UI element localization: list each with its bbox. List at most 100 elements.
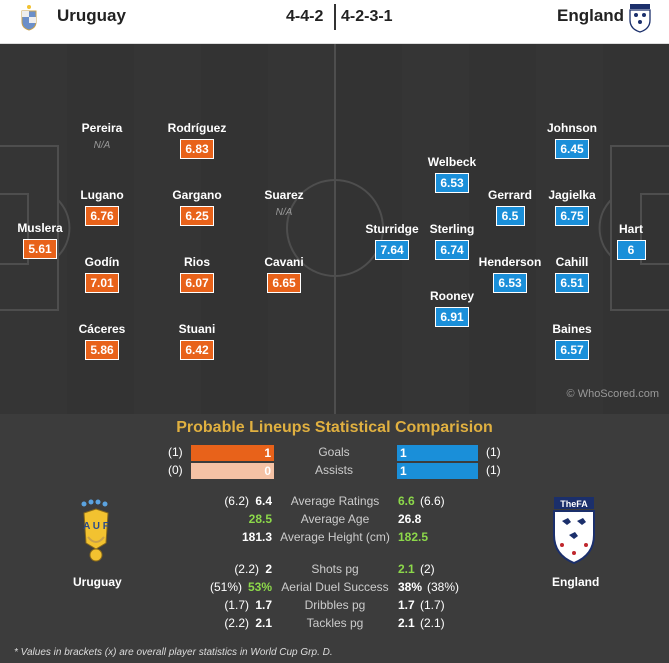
away-stat-paren: (2.1)	[420, 616, 445, 630]
player-godin[interactable]: Godín 7.01	[72, 255, 132, 293]
player-sturridge[interactable]: Sturridge 7.64	[357, 222, 427, 260]
england-badge-icon: TheFA	[553, 497, 595, 565]
player-welbeck[interactable]: Welbeck 6.53	[417, 155, 487, 193]
uruguay-crest-icon	[21, 5, 37, 31]
stats-panel: Probable Lineups Statistical Comparision…	[0, 414, 669, 663]
player-rating: 5.61	[23, 239, 57, 259]
home-stat-value: 28.5	[248, 512, 272, 526]
player-rating: 6.07	[180, 273, 214, 293]
player-johnson[interactable]: Johnson 6.45	[537, 121, 607, 159]
home-formation: 4-4-2	[286, 8, 324, 25]
player-rating: 6.51	[555, 273, 589, 293]
formation-divider	[334, 4, 336, 30]
player-rating: 6.57	[555, 340, 589, 360]
player-gargano[interactable]: Gargano 6.25	[162, 188, 232, 226]
away-goals-paren: (1)	[486, 445, 501, 459]
player-sterling[interactable]: Sterling 6.74	[417, 222, 487, 260]
match-header: Uruguay 4-4-2 4-2-3-1 England	[0, 0, 669, 44]
player-henderson[interactable]: Henderson 6.53	[475, 255, 545, 293]
player-rating: 5.86	[85, 340, 119, 360]
home-stat-paren: (51%)	[209, 580, 242, 594]
away-assists-paren: (1)	[486, 463, 501, 477]
footnote: * Values in brackets (x) are overall pla…	[14, 647, 333, 658]
stat-row: (51%) 53% Aerial Duel Success 38% (38%)	[0, 580, 669, 598]
player-caceres[interactable]: Cáceres 5.86	[72, 322, 132, 360]
svg-text:TheFA: TheFA	[560, 499, 588, 509]
player-rating: 7.01	[85, 273, 119, 293]
player-suarez[interactable]: Suarez N/A	[254, 188, 314, 218]
player-rodriguez[interactable]: Rodríguez 6.83	[162, 121, 232, 159]
away-stat-value: 6.6	[398, 494, 415, 508]
player-rating: 6.45	[555, 139, 589, 159]
home-stat-value: 53%	[247, 580, 272, 594]
home-stat-value: 6.4	[255, 494, 272, 508]
player-rating-na: N/A	[275, 207, 293, 218]
assists-label: Assists	[314, 463, 353, 477]
player-rating: 6.5	[495, 206, 525, 226]
away-stat-value: 26.8	[398, 512, 422, 526]
player-hart[interactable]: Hart 6	[609, 222, 653, 260]
away-stat-paren: (6.6)	[420, 494, 445, 508]
home-stat-value: 2.1	[255, 616, 272, 630]
player-rating: 6.65	[267, 273, 301, 293]
stat-row: (6.2) 6.4 Average Ratings 6.6 (6.6)	[0, 494, 669, 512]
player-lugano[interactable]: Lugano 6.76	[72, 188, 132, 226]
home-stat-paren: (2.2)	[234, 562, 259, 576]
stat-label: Average Age	[300, 512, 370, 526]
home-stat-paren: (2.2)	[224, 616, 249, 630]
away-stat-paren: (38%)	[427, 580, 460, 594]
player-rating-na: N/A	[93, 140, 111, 151]
stat-row: 181.3 Average Height (cm) 182.5	[0, 530, 669, 548]
assists-bar-row: (0) 0 Assists 1 (1)	[0, 463, 669, 479]
player-cahill[interactable]: Cahill 6.51	[537, 255, 607, 293]
player-gerrard[interactable]: Gerrard 6.5	[475, 188, 545, 226]
player-rating: 7.64	[375, 240, 409, 260]
home-stat-value: 2	[265, 562, 272, 576]
player-muslera[interactable]: Muslera 5.61	[10, 221, 70, 259]
watermark: © WhoScored.com	[566, 388, 659, 400]
uruguay-badge-icon: A U F	[81, 499, 109, 562]
player-rating: 6.75	[555, 206, 589, 226]
stat-label: Tackles pg	[306, 616, 364, 630]
svg-text:A U F: A U F	[83, 521, 109, 532]
away-stat-value: 38%	[398, 580, 423, 594]
home-assists-bar: 0	[191, 463, 274, 479]
away-formation: 4-2-3-1	[341, 8, 393, 25]
pitch: Muslera 5.61 Pereira N/A Lugano 6.76 God…	[0, 44, 669, 414]
player-rating: 6	[616, 240, 646, 260]
player-jagielka[interactable]: Jagielka 6.75	[537, 188, 607, 226]
stat-label: Average Height (cm)	[280, 530, 390, 544]
stat-row: (2.2) 2.1 Tackles pg 2.1 (2.1)	[0, 616, 669, 634]
away-stat-value: 2.1	[398, 562, 415, 576]
player-rating: 6.25	[180, 206, 214, 226]
player-rating: 6.53	[435, 173, 469, 193]
pitch-lines	[0, 44, 669, 414]
home-stat-paren: (1.7)	[224, 598, 249, 612]
player-baines[interactable]: Baines 6.57	[537, 322, 607, 360]
player-rating: 6.91	[435, 307, 469, 327]
player-stuani[interactable]: Stuani 6.42	[162, 322, 232, 360]
player-cavani[interactable]: Cavani 6.65	[254, 255, 314, 293]
away-team-label: England	[552, 575, 600, 589]
stat-row: 28.5 Average Age 26.8	[0, 512, 669, 530]
player-pereira[interactable]: Pereira N/A	[72, 121, 132, 151]
home-assists-paren: (0)	[168, 463, 183, 477]
away-goals-bar: 1	[397, 445, 478, 461]
home-stat-value: 181.3	[241, 530, 272, 544]
home-goals-bar: 1	[191, 445, 274, 461]
home-team-name: Uruguay	[57, 6, 126, 25]
home-stat-paren: (6.2)	[224, 494, 249, 508]
stats-title: Probable Lineups Statistical Comparision	[176, 419, 493, 436]
home-team-label: Uruguay	[73, 575, 122, 589]
player-rating: 6.53	[493, 273, 527, 293]
away-stat-value: 1.7	[398, 598, 415, 612]
stat-label: Shots pg	[311, 562, 359, 576]
player-rios[interactable]: Rios 6.07	[162, 255, 232, 293]
player-rooney[interactable]: Rooney 6.91	[417, 289, 487, 327]
goals-label: Goals	[318, 445, 350, 459]
away-stat-value: 182.5	[398, 530, 429, 544]
away-assists-bar: 1	[397, 463, 478, 479]
player-rating: 6.83	[180, 139, 214, 159]
stat-label: Aerial Duel Success	[281, 580, 389, 594]
away-stat-paren: (2)	[420, 562, 435, 576]
